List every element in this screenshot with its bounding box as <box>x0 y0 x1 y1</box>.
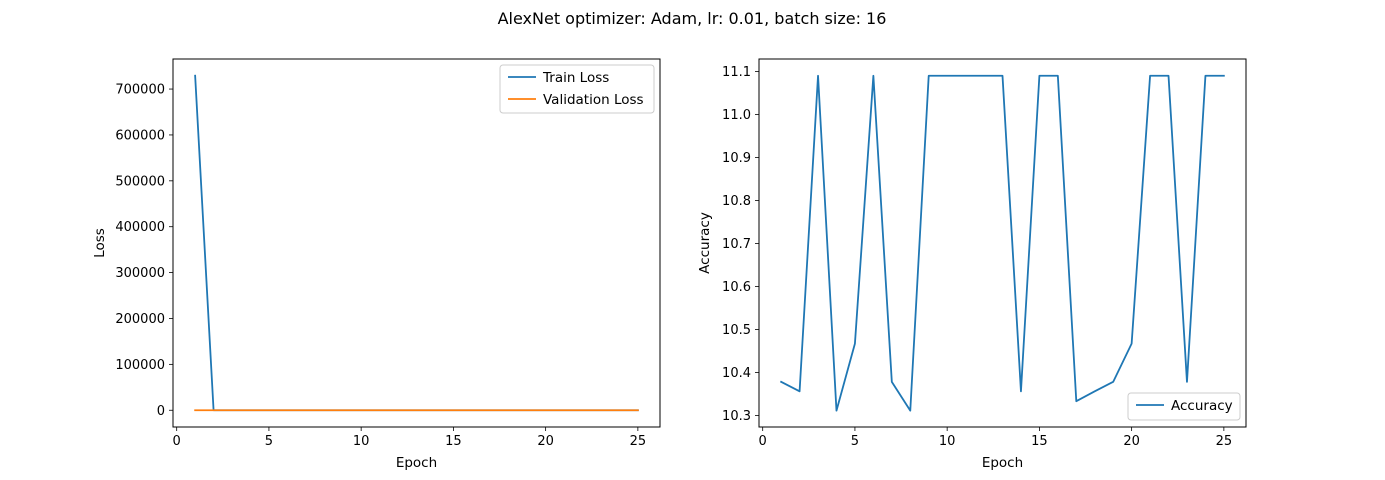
x-tick-label: 15 <box>1031 434 1048 449</box>
legend-label-validation-loss: Validation Loss <box>543 92 644 108</box>
x-axis-label: Epoch <box>396 455 437 471</box>
legend-label-accuracy: Accuracy <box>1171 398 1233 414</box>
plot-frame <box>758 58 1247 428</box>
x-tick-label: 10 <box>353 434 370 449</box>
x-tick-label: 25 <box>630 434 647 449</box>
y-tick-label: 10.4 <box>722 366 751 381</box>
y-axis-label: Accuracy <box>697 212 713 274</box>
legend-box <box>499 64 655 114</box>
y-tick-label: 300000 <box>115 266 165 281</box>
y-tick-label: 500000 <box>115 174 165 189</box>
y-axis-label: Loss <box>92 228 108 258</box>
y-tick-label: 0 <box>157 404 165 419</box>
x-tick-label: 20 <box>1123 434 1140 449</box>
legend: Accuracy <box>1127 392 1241 421</box>
y-tick-label: 10.7 <box>722 237 751 252</box>
y-tick-label: 10.8 <box>722 194 751 209</box>
y-tick-label: 11.1 <box>722 65 751 80</box>
x-tick-label: 0 <box>173 434 181 449</box>
series-line-accuracy <box>779 74 1225 412</box>
y-tick-label: 10.9 <box>722 151 751 166</box>
y-tick-label: 400000 <box>115 220 165 235</box>
y-tick-label: 700000 <box>115 83 165 98</box>
x-tick-label: 5 <box>851 434 859 449</box>
legend-box <box>1127 392 1241 421</box>
y-tick-label: 600000 <box>115 128 165 143</box>
legend: Train Loss Validation Loss <box>499 64 655 114</box>
y-tick-label: 200000 <box>115 312 165 327</box>
y-tick-label: 11.0 <box>722 108 751 123</box>
charts-container: 0 5 10 15 20 25 0 100000 200000 300000 400000 50000… <box>92 58 1247 471</box>
figure-title: AlexNet optimizer: Adam, lr: 0.01, batch… <box>498 9 887 28</box>
x-tick-label: 20 <box>537 434 554 449</box>
x-tick-label: 10 <box>939 434 956 449</box>
chart-1: 0 5 10 15 20 25 0 100000 200000 300000 400000 50000… <box>92 58 661 471</box>
y-tick-label: 10.5 <box>722 323 751 338</box>
x-tick-label: 25 <box>1216 434 1233 449</box>
chart-2: 0 5 10 15 20 25 10.3 10.4 10.5 10.6 10.7 10.8 10.9 11… <box>697 58 1247 471</box>
x-tick-label: 5 <box>265 434 273 449</box>
x-tick-label: 0 <box>759 434 767 449</box>
plot-frame <box>172 58 661 428</box>
y-tick-label: 100000 <box>115 358 165 373</box>
x-axis-label: Epoch <box>982 455 1023 471</box>
y-tick-label: 10.6 <box>722 280 751 295</box>
y-tick-label: 10.3 <box>722 409 751 424</box>
x-tick-label: 15 <box>445 434 462 449</box>
legend-label-train-loss: Train Loss <box>542 70 609 86</box>
